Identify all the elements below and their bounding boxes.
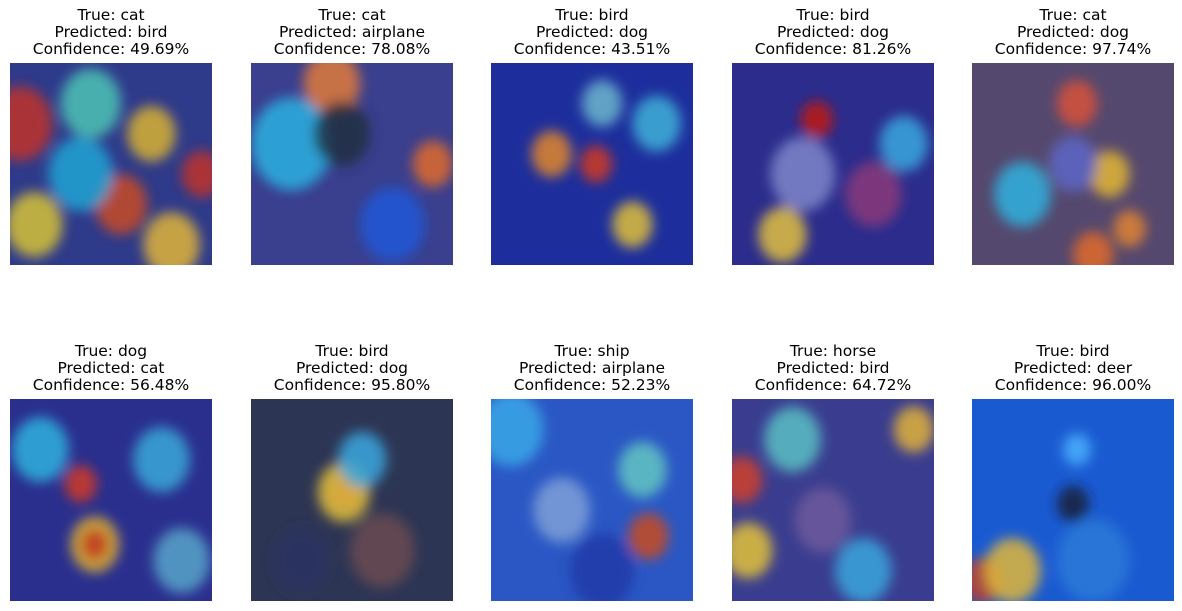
heatmap-image — [972, 63, 1174, 265]
panel: True: cat Predicted: bird Confidence: 49… — [10, 7, 212, 265]
panel: True: bird Predicted: dog Confidence: 81… — [732, 7, 934, 265]
predicted-label: Predicted: dog — [776, 23, 890, 41]
confidence-label: Confidence: 52.23% — [513, 376, 671, 394]
panel: True: bird Predicted: dog Confidence: 43… — [491, 7, 693, 265]
confidence-label: Confidence: 81.26% — [754, 40, 912, 58]
heatmap-image — [972, 399, 1174, 601]
heatmap-image — [10, 63, 212, 265]
panel-caption: True: horse Predicted: bird Confidence: … — [732, 343, 934, 394]
predicted-label: Predicted: dog — [295, 359, 409, 377]
true-label: True: horse — [789, 342, 877, 360]
heatmap-image — [251, 399, 453, 601]
true-label: True: dog — [74, 342, 148, 360]
true-label: True: ship — [554, 342, 630, 360]
panel-caption: True: bird Predicted: dog Confidence: 81… — [732, 7, 934, 58]
panel-caption: True: cat Predicted: dog Confidence: 97.… — [972, 7, 1174, 58]
true-label: True: bird — [1036, 342, 1110, 360]
confidence-label: Confidence: 43.51% — [513, 40, 671, 58]
panel: True: ship Predicted: airplane Confidenc… — [491, 343, 693, 601]
confidence-label: Confidence: 95.80% — [273, 376, 431, 394]
true-label: True: bird — [315, 342, 389, 360]
heatmap-image — [491, 63, 693, 265]
panel-caption: True: bird Predicted: dog Confidence: 43… — [491, 7, 693, 58]
panel: True: cat Predicted: airplane Confidence… — [251, 7, 453, 265]
panel-caption: True: dog Predicted: cat Confidence: 56.… — [10, 343, 212, 394]
confidence-label: Confidence: 49.69% — [32, 40, 190, 58]
true-label: True: cat — [77, 6, 145, 24]
confidence-label: Confidence: 64.72% — [754, 376, 912, 394]
confidence-label: Confidence: 97.74% — [994, 40, 1152, 58]
predicted-label: Predicted: cat — [57, 359, 165, 377]
panel-caption: True: cat Predicted: bird Confidence: 49… — [10, 7, 212, 58]
panel-caption: True: bird Predicted: deer Confidence: 9… — [972, 343, 1174, 394]
confidence-label: Confidence: 78.08% — [273, 40, 431, 58]
heatmap-image — [10, 399, 212, 601]
heatmap-image — [251, 63, 453, 265]
predicted-label: Predicted: dog — [535, 23, 649, 41]
heatmap-image — [732, 399, 934, 601]
panel: True: cat Predicted: dog Confidence: 97.… — [972, 7, 1174, 265]
predicted-label: Predicted: bird — [54, 23, 168, 41]
predicted-label: Predicted: dog — [1016, 23, 1130, 41]
panel-caption: True: cat Predicted: airplane Confidence… — [251, 7, 453, 58]
predicted-label: Predicted: deer — [1013, 359, 1133, 377]
panel: True: dog Predicted: cat Confidence: 56.… — [10, 343, 212, 601]
predicted-label: Predicted: airplane — [278, 23, 426, 41]
panel: True: bird Predicted: dog Confidence: 95… — [251, 343, 453, 601]
predicted-label: Predicted: bird — [776, 359, 890, 377]
true-label: True: cat — [318, 6, 386, 24]
panel-caption: True: bird Predicted: dog Confidence: 95… — [251, 343, 453, 394]
predicted-label: Predicted: airplane — [518, 359, 666, 377]
confidence-label: Confidence: 56.48% — [32, 376, 190, 394]
heatmap-image — [732, 63, 934, 265]
true-label: True: cat — [1039, 6, 1107, 24]
panel: True: bird Predicted: deer Confidence: 9… — [972, 343, 1174, 601]
true-label: True: bird — [796, 6, 870, 24]
true-label: True: bird — [555, 6, 629, 24]
panel: True: horse Predicted: bird Confidence: … — [732, 343, 934, 601]
panel-caption: True: ship Predicted: airplane Confidenc… — [491, 343, 693, 394]
heatmap-image — [491, 399, 693, 601]
confidence-label: Confidence: 96.00% — [994, 376, 1152, 394]
